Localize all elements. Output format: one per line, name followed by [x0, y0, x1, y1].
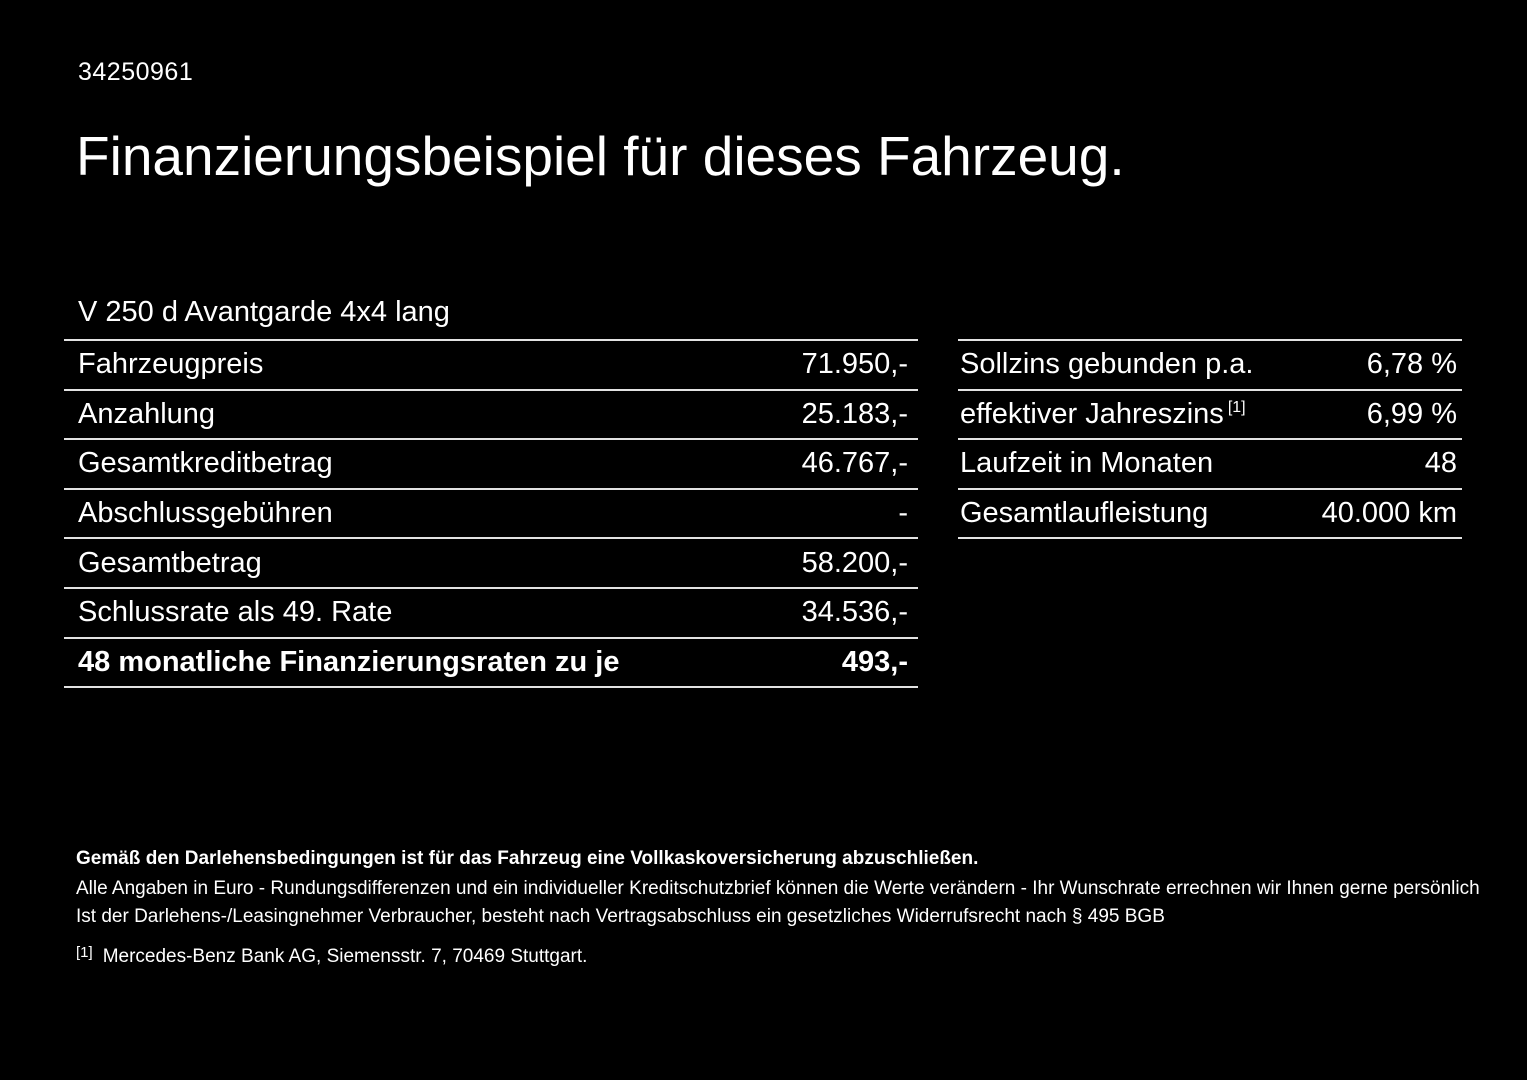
row-label: Schlussrate als 49. Rate [78, 596, 393, 629]
row-label: Gesamtkreditbetrag [78, 447, 333, 480]
vehicle-model: V 250 d Avantgarde 4x4 lang [78, 296, 450, 328]
row-label-text: effektiver Jahreszins [960, 397, 1224, 430]
row-label: Gesamtbetrag [78, 546, 262, 579]
table-row: Gesamtbetrag 58.200,- [64, 539, 918, 589]
row-label: Gesamtlaufleistung [960, 497, 1209, 530]
document-id: 34250961 [78, 58, 194, 86]
row-value: 46.767,- [801, 447, 908, 480]
row-label: Fahrzeugpreis [78, 348, 264, 381]
footnote-text: Mercedes-Benz Bank AG, Siemensstr. 7, 70… [102, 946, 588, 967]
row-value: 6,78 % [1366, 348, 1457, 381]
table-row: Gesamtkreditbetrag 46.767,- [64, 440, 918, 490]
withdrawal-note: Ist der Darlehens-/Leasingnehmer Verbrau… [76, 906, 1165, 927]
table-row: Schlussrate als 49. Rate 34.536,- [64, 589, 918, 639]
row-value: 71.950,- [801, 348, 908, 381]
footnote-reference: [1] [1227, 398, 1246, 416]
row-value: 34.536,- [801, 596, 908, 629]
table-row: Gesamtlaufleistung 40.000 km [958, 490, 1462, 540]
finance-table: Fahrzeugpreis 71.950,- Anzahlung 25.183,… [64, 339, 918, 689]
table-row-monthly-rate: 48 monatliche Finanzierungsraten zu je 4… [64, 639, 918, 689]
row-label: effektiver Jahreszins [1] [960, 398, 1246, 431]
row-label: Anzahlung [78, 397, 216, 430]
table-row: Fahrzeugpreis 71.950,- [64, 341, 918, 391]
row-value: 48 [1424, 447, 1457, 480]
row-value: 40.000 km [1321, 497, 1457, 530]
table-row: Laufzeit in Monaten 48 [958, 440, 1462, 490]
row-value: 6,99 % [1366, 397, 1457, 430]
row-label: Laufzeit in Monaten [960, 447, 1214, 480]
table-row: Abschlussgebühren - [64, 490, 918, 540]
conditions-table: Sollzins gebunden p.a. 6,78 % effektiver… [958, 339, 1462, 540]
row-value: 58.200,- [801, 546, 908, 579]
footnote-marker: [1] [76, 944, 93, 961]
euro-note: Alle Angaben in Euro - Rundungsdifferenz… [76, 878, 1480, 899]
table-row: Sollzins gebunden p.a. 6,78 % [958, 341, 1462, 391]
table-row: effektiver Jahreszins [1] 6,99 % [958, 391, 1462, 441]
row-label: Abschlussgebühren [78, 497, 333, 530]
insurance-note: Gemäß den Darlehensbedingungen ist für d… [76, 848, 979, 869]
table-row: Anzahlung 25.183,- [64, 391, 918, 441]
footnote: [1] Mercedes-Benz Bank AG, Siemensstr. 7,… [76, 944, 588, 968]
page-title: Finanzierungsbeispiel für dieses Fahrzeu… [76, 125, 1125, 187]
row-value: 25.183,- [801, 397, 908, 430]
row-label: 48 monatliche Finanzierungsraten zu je [78, 645, 620, 678]
row-value: 493,- [841, 645, 908, 678]
row-value: - [898, 497, 908, 530]
row-label: Sollzins gebunden p.a. [960, 348, 1254, 381]
